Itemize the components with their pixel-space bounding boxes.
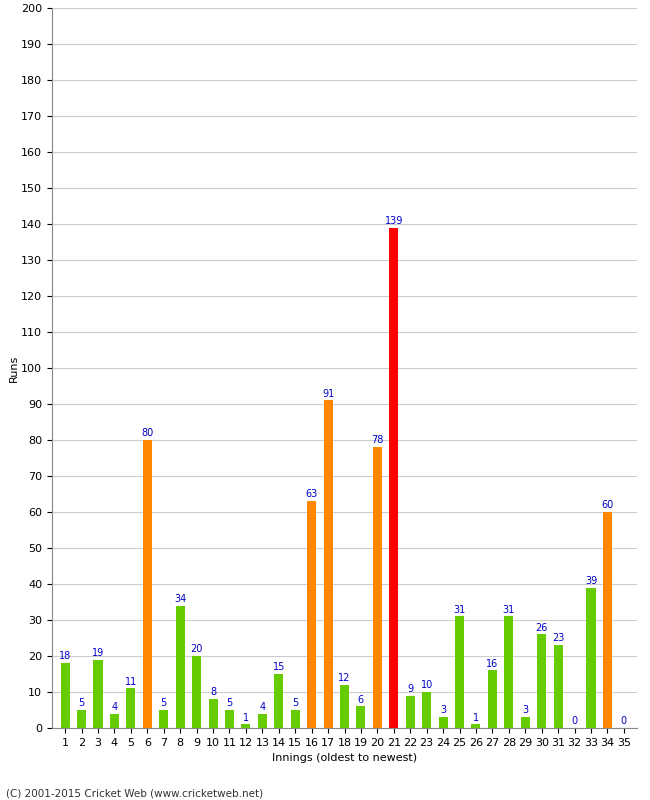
Text: 11: 11: [125, 677, 137, 686]
Bar: [126, 688, 135, 728]
Text: 1: 1: [243, 713, 249, 722]
Bar: [488, 670, 497, 728]
Text: 0: 0: [621, 716, 627, 726]
Bar: [225, 710, 234, 728]
Text: 9: 9: [407, 684, 413, 694]
Bar: [241, 725, 250, 728]
Bar: [340, 685, 349, 728]
Bar: [60, 663, 70, 728]
X-axis label: Innings (oldest to newest): Innings (oldest to newest): [272, 754, 417, 763]
Text: 4: 4: [259, 702, 265, 712]
Text: 5: 5: [292, 698, 298, 708]
Bar: [373, 447, 382, 728]
Bar: [586, 587, 595, 728]
Text: 31: 31: [454, 605, 465, 614]
Text: 1: 1: [473, 713, 479, 722]
Bar: [176, 606, 185, 728]
Text: 34: 34: [174, 594, 187, 604]
Bar: [77, 710, 86, 728]
Bar: [537, 634, 546, 728]
Bar: [356, 706, 365, 728]
Text: 78: 78: [371, 435, 384, 446]
Bar: [439, 718, 448, 728]
Bar: [471, 725, 480, 728]
Bar: [389, 227, 398, 728]
Text: 60: 60: [601, 500, 614, 510]
Text: 91: 91: [322, 389, 334, 398]
Text: 80: 80: [141, 428, 153, 438]
Text: 4: 4: [111, 702, 118, 712]
Text: 5: 5: [226, 698, 233, 708]
Bar: [521, 718, 530, 728]
Bar: [455, 617, 464, 728]
Text: 6: 6: [358, 694, 364, 705]
Text: 39: 39: [585, 576, 597, 586]
Bar: [554, 645, 563, 728]
Bar: [110, 714, 119, 728]
Text: 0: 0: [571, 716, 578, 726]
Text: 19: 19: [92, 648, 104, 658]
Bar: [406, 696, 415, 728]
Text: 16: 16: [486, 658, 499, 669]
Text: 23: 23: [552, 634, 564, 643]
Text: (C) 2001-2015 Cricket Web (www.cricketweb.net): (C) 2001-2015 Cricket Web (www.cricketwe…: [6, 788, 264, 798]
Bar: [143, 440, 152, 728]
Text: 12: 12: [338, 673, 351, 683]
Bar: [258, 714, 267, 728]
Text: 10: 10: [421, 680, 433, 690]
Bar: [422, 692, 431, 728]
Bar: [274, 674, 283, 728]
Text: 139: 139: [385, 216, 403, 226]
Bar: [504, 617, 514, 728]
Text: 63: 63: [306, 490, 318, 499]
Text: 20: 20: [190, 644, 203, 654]
Text: 3: 3: [522, 706, 528, 715]
Bar: [307, 501, 316, 728]
Text: 15: 15: [272, 662, 285, 672]
Text: 5: 5: [79, 698, 84, 708]
Bar: [209, 699, 218, 728]
Bar: [159, 710, 168, 728]
Bar: [192, 656, 201, 728]
Text: 5: 5: [161, 698, 167, 708]
Bar: [603, 512, 612, 728]
Text: 26: 26: [536, 622, 548, 633]
Text: 18: 18: [59, 651, 72, 662]
Bar: [94, 659, 103, 728]
Y-axis label: Runs: Runs: [8, 354, 18, 382]
Bar: [291, 710, 300, 728]
Text: 31: 31: [502, 605, 515, 614]
Bar: [324, 400, 333, 728]
Text: 3: 3: [440, 706, 446, 715]
Text: 8: 8: [210, 687, 216, 698]
